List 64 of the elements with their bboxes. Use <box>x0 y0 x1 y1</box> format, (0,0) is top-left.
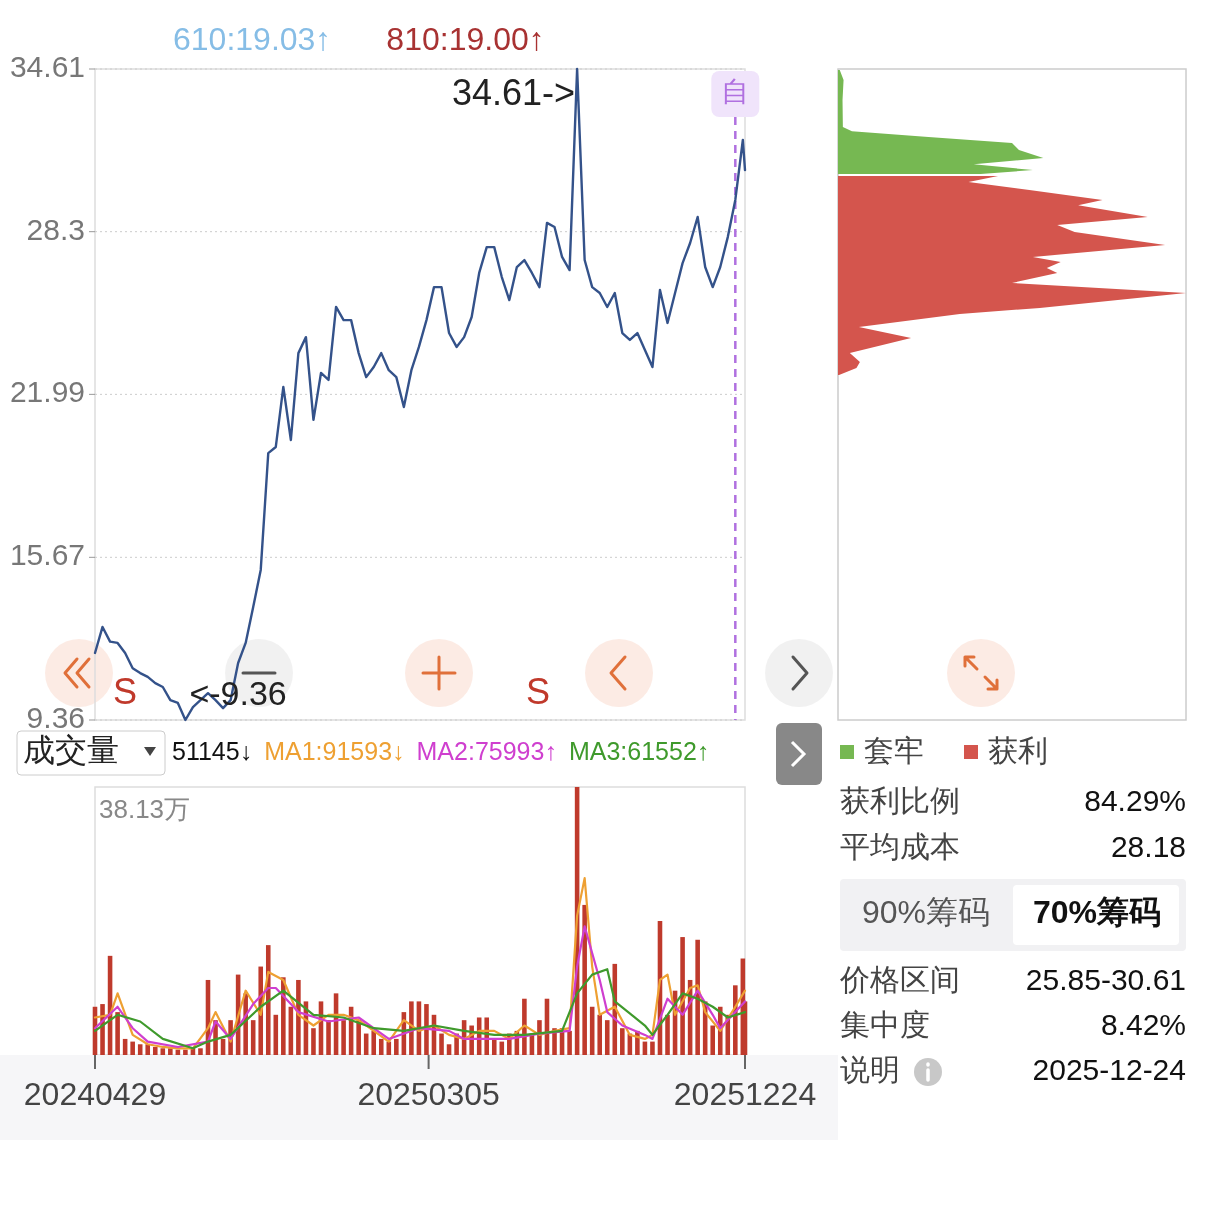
bar <box>604 1020 610 1055</box>
bar <box>160 1048 166 1055</box>
text: 28.18 <box>1110 829 1186 863</box>
y-tick-label: 15.67 <box>9 538 85 572</box>
text: 610:19.03↑ <box>173 21 332 58</box>
bar <box>326 1020 331 1055</box>
bar <box>597 1014 603 1055</box>
y-tick-label: 21.99 <box>9 375 85 409</box>
text: 2025-12-24 <box>1032 1052 1186 1086</box>
annotation: 38.13万 <box>99 793 191 824</box>
text: 价格区间 <box>839 962 960 996</box>
text: 70%筹码 <box>1032 894 1162 931</box>
bar <box>499 1041 505 1055</box>
text: 84.29% <box>1084 783 1186 817</box>
bar <box>446 1044 452 1055</box>
chart-title: 成交量 <box>23 732 119 769</box>
text: MA1:91593↓ <box>264 736 405 765</box>
bar <box>130 1041 135 1055</box>
x-tick-label: 20251224 <box>673 1076 817 1113</box>
bar <box>152 1046 158 1055</box>
y-tick-label: 28.3 <box>26 212 85 246</box>
text: 获利比例 <box>840 783 960 817</box>
text: 90%筹码 <box>861 894 991 931</box>
bar <box>695 939 700 1055</box>
text: MA2:75993↑ <box>416 736 557 765</box>
bar <box>183 1049 188 1055</box>
bar <box>567 1030 572 1055</box>
y-tick-label: 9.36 <box>26 700 85 734</box>
text: 25.85-30.61 <box>1025 962 1186 996</box>
x-tick-label: 20250305 <box>357 1076 500 1113</box>
bar <box>424 1004 429 1055</box>
bar <box>650 1041 655 1055</box>
bar <box>371 1030 377 1055</box>
bar <box>378 1038 384 1055</box>
bar <box>296 979 301 1055</box>
text: 51145↓ <box>172 736 253 765</box>
ref-line-label: 自 <box>721 76 750 108</box>
bar <box>137 1044 143 1055</box>
bar <box>680 937 685 1055</box>
bar <box>439 1033 444 1055</box>
text: MA3:61552↑ <box>568 736 710 765</box>
text: 说明 <box>840 1052 900 1086</box>
bar <box>710 1025 715 1055</box>
bar <box>620 1028 625 1055</box>
bar <box>198 1048 203 1055</box>
x-tick-label: 20240429 <box>23 1076 167 1113</box>
annotation: 34.61-> <box>452 71 576 113</box>
annotation: S <box>112 670 138 712</box>
y-tick-label: 34.61 <box>9 49 85 83</box>
text: 集中度 <box>840 1007 930 1041</box>
bar <box>491 1038 497 1055</box>
legend-label: 套牢 <box>864 733 924 767</box>
bar <box>582 904 587 1055</box>
bar <box>341 1020 346 1055</box>
legend-label: 获利 <box>988 733 1048 767</box>
bar <box>394 1038 399 1055</box>
bar <box>665 1014 670 1055</box>
line-series <box>93 67 747 722</box>
text: 810:19.00↑ <box>386 21 545 58</box>
text: 平均成本 <box>840 829 960 863</box>
bar <box>311 1028 316 1055</box>
bar <box>115 1012 120 1055</box>
annotation: S <box>525 670 551 712</box>
text: 8.42% <box>1100 1007 1186 1041</box>
